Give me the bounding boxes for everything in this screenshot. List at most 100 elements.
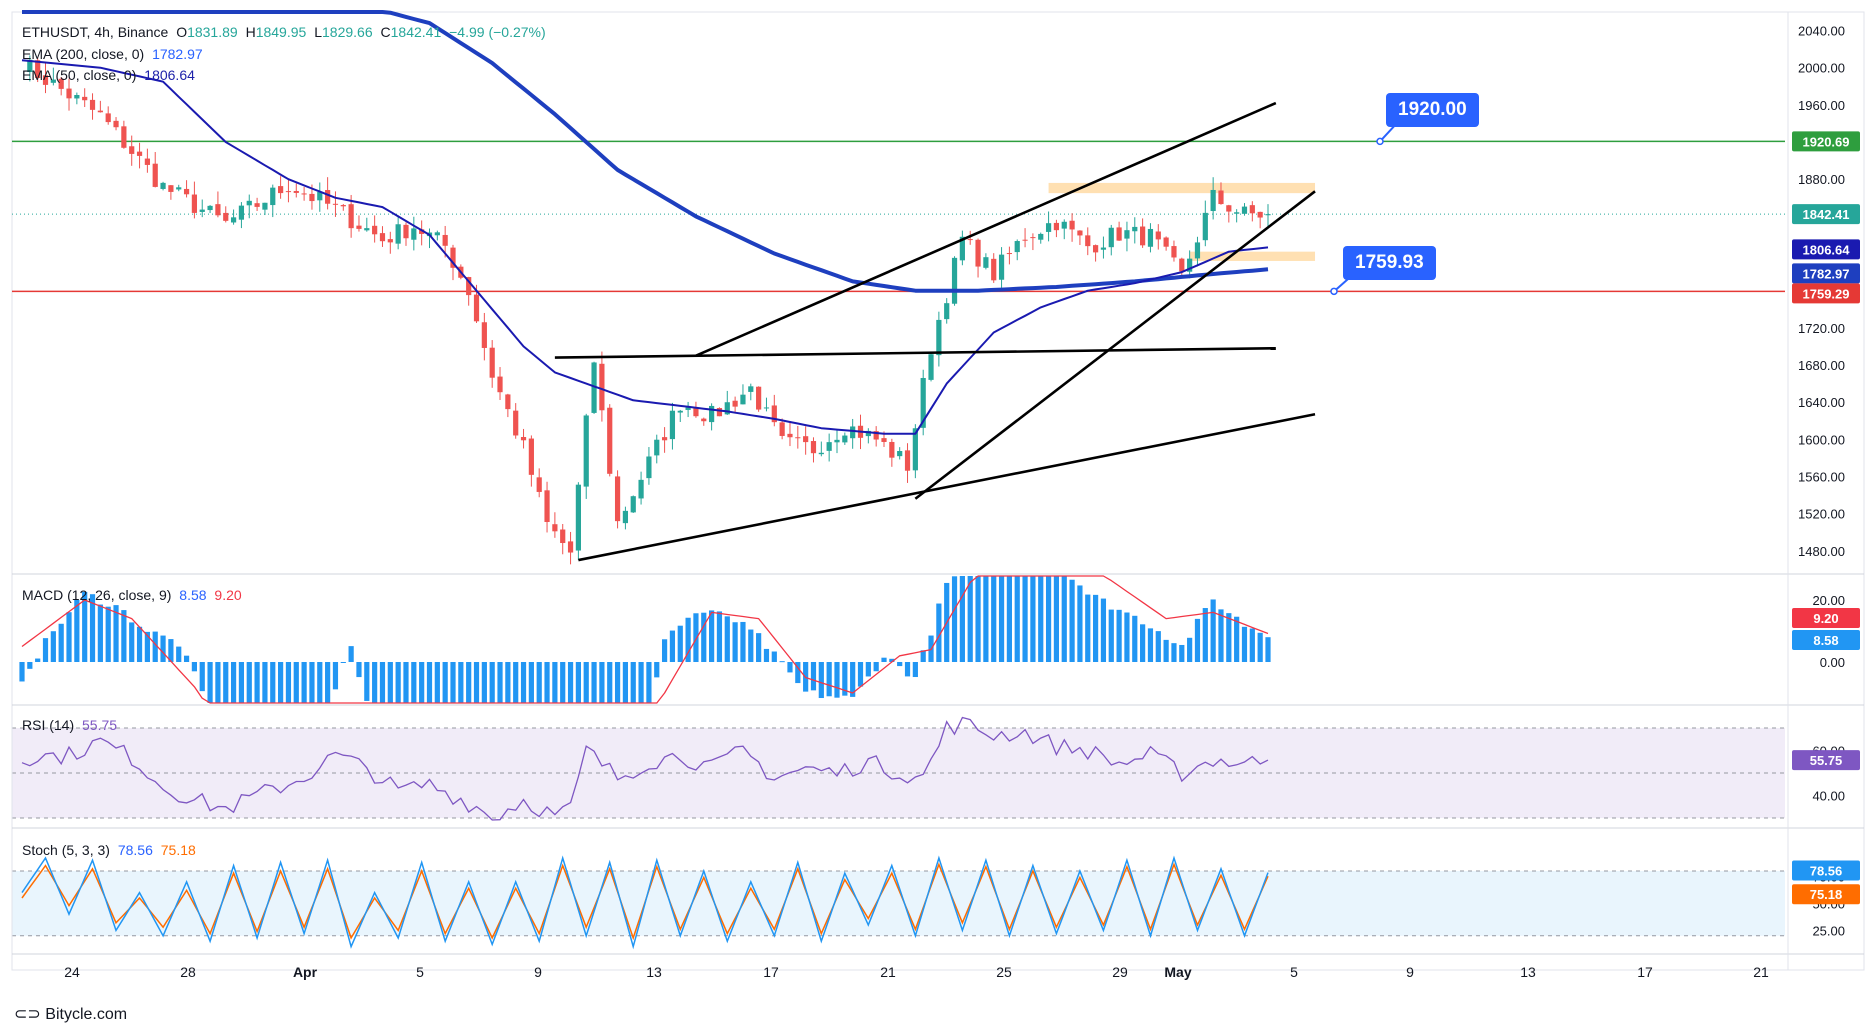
macd-bar [1147,628,1154,662]
time-tick-label: 17 [1637,964,1653,980]
macd-bar [66,612,72,662]
price-panel[interactable] [12,10,1785,565]
time-tick-label: May [1164,964,1191,980]
candle-body [434,232,440,236]
macd-bar [614,662,621,703]
candle-body [1249,205,1255,214]
macd-bar [975,576,981,662]
ema50-price-badge: 1806.64 [1803,242,1851,257]
macd-bar [372,662,378,703]
macd-bar [1265,637,1271,662]
candle-body [724,402,730,415]
macd-bar [1202,608,1208,662]
macd-bar [693,613,699,662]
candle-body [607,407,613,474]
macd-bar [426,662,433,703]
macd-bar [709,610,715,662]
candle-body [567,541,574,553]
candle-body [27,59,33,72]
macd-bar [646,662,652,703]
macd-bar [1257,632,1263,662]
macd-bar [262,662,268,703]
stoch-legend[interactable]: Stoch (5, 3, 3) 78.56 75.18 [22,842,196,858]
rsi-legend[interactable]: RSI (14) 55.75 [22,717,117,733]
resistance-callout[interactable]: 1920.00 [1386,93,1479,127]
candle-body [466,277,472,296]
stoch-panel[interactable] [21,855,1269,950]
macd-bar [591,662,597,703]
macd-bar [129,622,135,662]
candle-body [403,224,409,239]
macd-bar [1234,616,1240,662]
candle-body [544,490,550,523]
macd-bar [716,611,723,662]
macd-bar [481,662,487,703]
candle-body [536,477,542,492]
macd-bar [967,576,973,662]
macd-bar [364,662,370,701]
macd-bar [325,662,331,703]
time-tick-label: 28 [180,964,196,980]
macd-bar [35,658,41,662]
macd-bar [677,625,683,662]
stoch-k-line [21,855,1269,950]
price-axis[interactable]: 2040.002000.001960.001920.001880.001840.… [1792,24,1860,939]
candle-body [152,163,158,187]
candle-body [865,430,871,437]
ema50-legend[interactable]: EMA (50, close, 0) 1806.64 [22,67,195,83]
candle-body [325,190,331,204]
candle-body [810,441,817,454]
macd-bar [991,576,997,662]
candle-body [1116,227,1122,241]
macd-bar [810,662,817,691]
price-tick-label: 2000.00 [1798,61,1845,76]
candle-body [1092,245,1099,253]
macd-label: MACD (12, 26, close, 9) [22,587,172,603]
candle-body [818,452,824,455]
macd-bar [1163,639,1169,662]
candle-body [889,441,895,458]
candle-body [160,182,166,189]
macd-bar [889,658,895,662]
macd-legend[interactable]: MACD (12, 26, close, 9) 8.58 9.20 [22,587,242,603]
macd-bar [136,626,143,662]
macd-bar [434,662,440,703]
time-axis[interactable]: 24 28 Apr 5 9 13 17 21 25 29 May 5 9 13 17 21 [64,964,1769,980]
macd-bar [183,655,190,662]
candle-body [1140,226,1146,246]
macd-bar [379,662,386,703]
candle-body [113,120,119,128]
candle-body [646,456,652,479]
rsi-panel[interactable] [21,716,1269,821]
open-value: 1831.89 [187,24,238,40]
consolidation-zone [1189,251,1316,261]
candle-body [223,212,229,221]
candle-body [66,88,72,99]
candle-body [669,410,676,440]
time-tick-label: 29 [1112,964,1128,980]
candle-body [912,428,918,471]
macd-bar [1108,609,1114,662]
price-tick-label: 2040.00 [1798,24,1845,39]
macd-signal-value: 9.20 [214,587,242,603]
stoch-d-badge: 75.18 [1810,887,1843,902]
candle-body [528,438,534,475]
candle-body [936,319,942,356]
ema200-legend[interactable]: EMA (200, close, 0) 1782.97 [22,46,203,62]
candle-body [332,203,339,205]
last-price-badge: 1842.41 [1803,207,1850,222]
macd-bar [1179,644,1185,662]
macd-panel[interactable] [19,575,1271,704]
ema50-line [21,59,1269,435]
time-tick-label: Apr [293,964,318,980]
candle-body [191,194,198,213]
macd-bar [1226,613,1232,662]
macd-bar [27,662,33,669]
candle-body [387,239,393,243]
candle-body [356,225,362,229]
candle-body [50,79,56,83]
stoch-tick-label: 25.00 [1812,923,1845,938]
support-callout[interactable]: 1759.93 [1343,246,1436,280]
macd-bar [732,622,738,662]
